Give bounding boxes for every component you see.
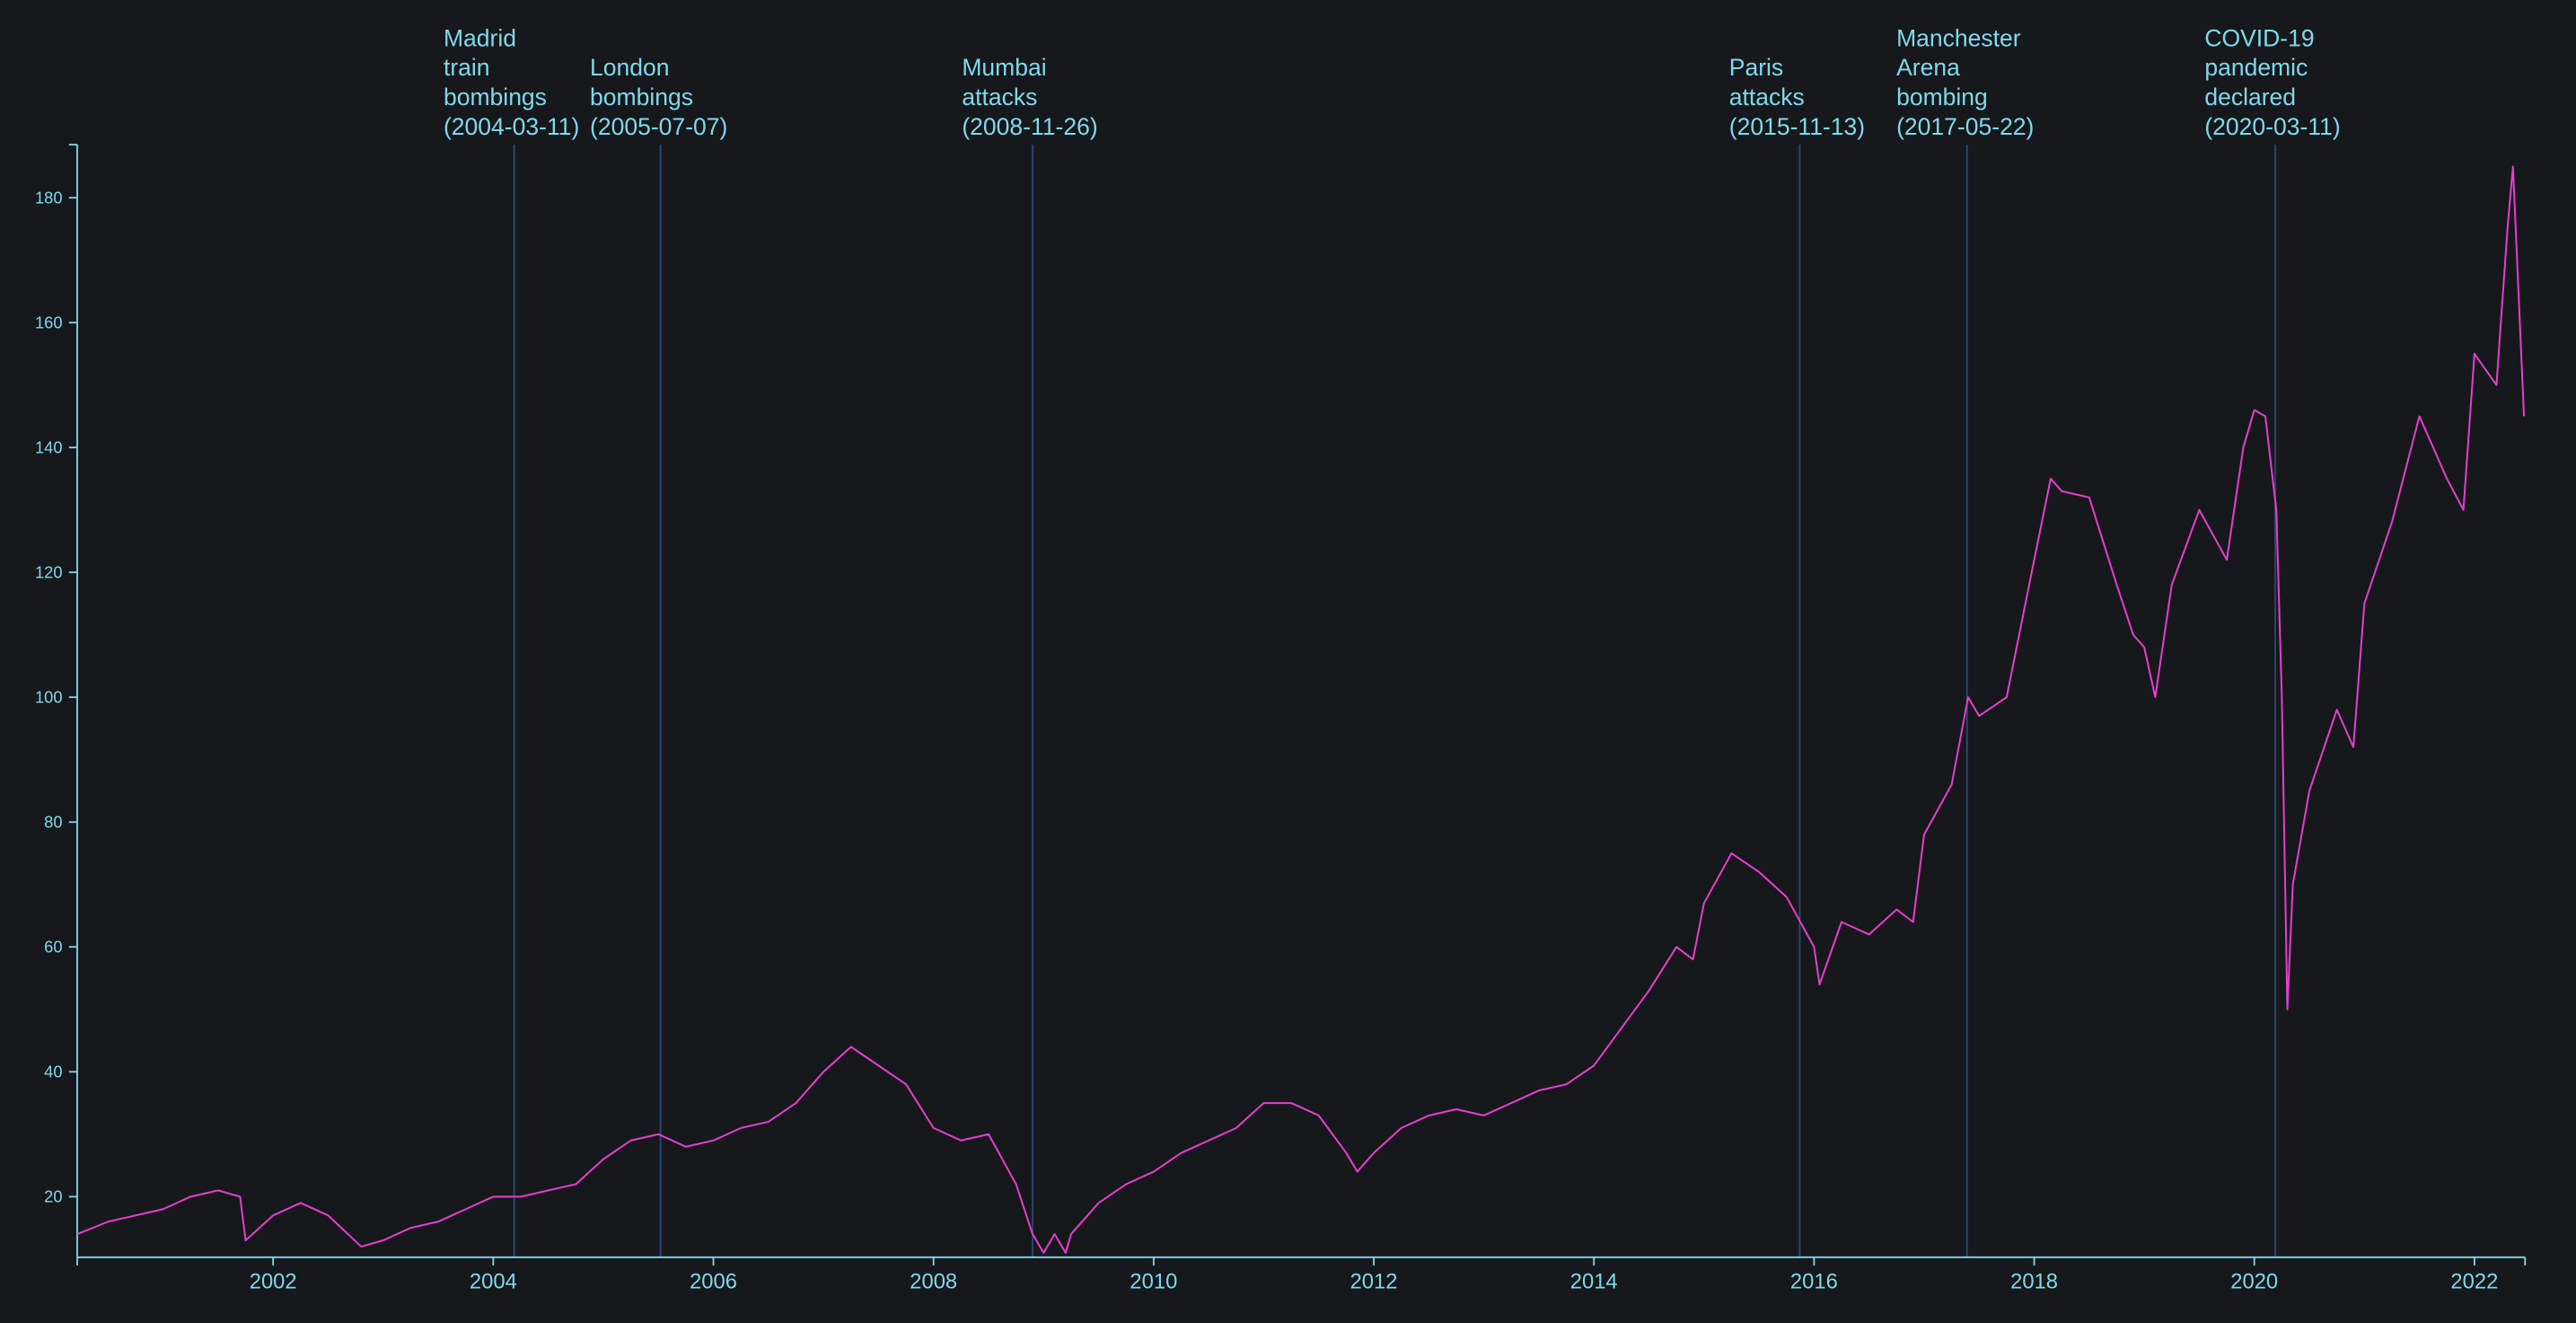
event-label: attacks [1729, 84, 1805, 110]
x-tick-label: 2016 [1790, 1270, 1838, 1294]
y-tick-label: 20 [44, 1187, 62, 1206]
y-tick-label: 80 [44, 813, 62, 832]
event-label: (2004-03-11) [444, 113, 579, 140]
event-label: (2008-11-26) [962, 113, 1097, 140]
event-label: Arena [1896, 54, 1960, 81]
event-label: bombings [590, 84, 693, 110]
y-tick-label: 60 [44, 938, 62, 957]
event-label: Mumbai [962, 54, 1046, 81]
event-label: bombing [1896, 84, 1988, 110]
event-label: attacks [962, 84, 1037, 110]
x-tick-label: 2020 [2230, 1270, 2278, 1294]
event-label: bombings [444, 84, 547, 110]
event-label: London [590, 54, 669, 81]
event-label: (2017-05-22) [1896, 113, 2034, 140]
x-tick-label: 2002 [250, 1270, 297, 1294]
x-tick-label: 2008 [910, 1270, 957, 1294]
x-tick-label: 2006 [690, 1270, 737, 1294]
event-label: Manchester [1896, 24, 2021, 51]
event-label: COVID-19 [2204, 24, 2314, 51]
y-tick-label: 100 [35, 688, 63, 707]
event-label: (2015-11-13) [1729, 113, 1865, 140]
event-label: Madrid [444, 24, 516, 51]
x-tick-label: 2022 [2450, 1270, 2498, 1294]
x-tick-label: 2018 [2010, 1270, 2058, 1294]
y-tick-label: 180 [35, 189, 63, 207]
x-tick-label: 2010 [1130, 1270, 1177, 1294]
y-tick-label: 140 [35, 438, 63, 457]
event-label: pandemic [2204, 54, 2308, 81]
event-label: declared [2204, 84, 2296, 110]
x-tick-label: 2014 [1570, 1270, 1618, 1294]
event-label: Paris [1729, 54, 1783, 81]
y-tick-label: 160 [35, 313, 63, 332]
y-tick-label: 40 [44, 1063, 62, 1081]
x-tick-label: 2004 [470, 1270, 517, 1294]
y-tick-label: 120 [35, 563, 63, 582]
event-label: train [444, 54, 490, 81]
event-label: (2005-07-07) [590, 113, 727, 140]
x-tick-label: 2012 [1350, 1270, 1398, 1294]
price-line [76, 165, 2526, 1254]
event-label: (2020-03-11) [2204, 113, 2340, 140]
